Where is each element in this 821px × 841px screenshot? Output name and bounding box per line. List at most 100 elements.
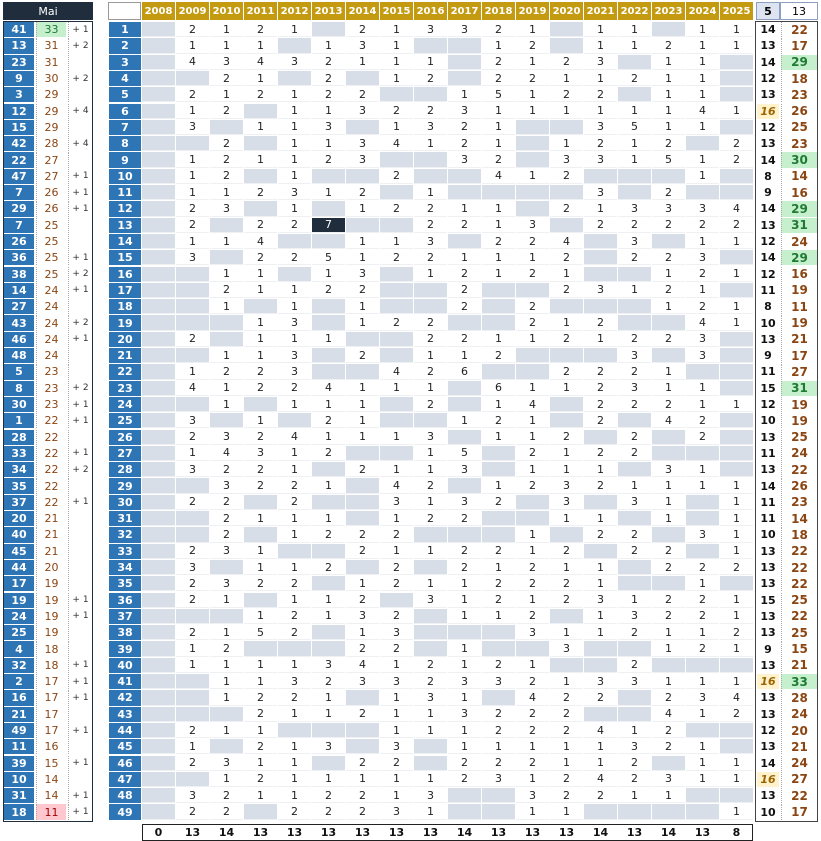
- empty-cell: [142, 674, 175, 690]
- value-cell: 4: [516, 396, 549, 413]
- empty-cell: [618, 690, 651, 706]
- row-number: 49: [109, 804, 141, 820]
- value-cell: 1: [380, 233, 413, 250]
- value-cell: 1: [210, 233, 243, 250]
- empty-cell: [550, 413, 583, 429]
- value-cell: 3: [414, 119, 447, 136]
- value-cell: 4: [312, 380, 345, 396]
- row-number: 7: [109, 119, 141, 136]
- value-cell: 2: [380, 103, 413, 119]
- empty-cell: [176, 608, 209, 625]
- value-cell: 1: [550, 462, 583, 478]
- footer-total: 13: [184, 825, 201, 839]
- value-cell: 4: [176, 380, 209, 396]
- empty-cell: [346, 445, 379, 462]
- value-cell: 3: [652, 462, 685, 478]
- value-cell: 2: [584, 315, 617, 331]
- empty-cell: [550, 348, 583, 364]
- value-cell: 3: [618, 233, 651, 250]
- value-cell: 1: [278, 788, 311, 804]
- value-cell: 1: [380, 511, 413, 527]
- empty-cell: [142, 136, 175, 152]
- value-cell: 1: [414, 576, 447, 592]
- left-rank-delta: + 2: [68, 266, 92, 282]
- stat-b: 20: [781, 722, 817, 739]
- value-cell: 2: [244, 364, 277, 380]
- empty-cell: [482, 641, 515, 657]
- stat-a: 9: [757, 641, 779, 657]
- empty-cell: [142, 788, 175, 804]
- left-rank-number: 15: [4, 119, 34, 136]
- value-cell: 1: [380, 657, 413, 673]
- left-rank-delta: + 4: [68, 103, 92, 119]
- empty-cell: [584, 429, 617, 445]
- empty-cell: [414, 625, 447, 641]
- left-rank-number: 48: [4, 348, 34, 364]
- empty-cell: [584, 657, 617, 673]
- value-cell: 2: [652, 592, 685, 608]
- left-rank-count: 22: [36, 462, 66, 478]
- value-cell: 3: [584, 592, 617, 608]
- empty-cell: [618, 559, 651, 576]
- value-cell: 1: [414, 348, 447, 364]
- left-rank-delta: [68, 217, 92, 233]
- stat-a: 15: [757, 592, 779, 608]
- empty-cell: [482, 185, 515, 201]
- value-cell: 2: [584, 690, 617, 706]
- value-cell: 1: [244, 413, 277, 429]
- left-rank-number: 26: [4, 233, 34, 250]
- value-cell: 3: [278, 54, 311, 70]
- value-cell: 1: [482, 38, 515, 54]
- empty-cell: [482, 315, 515, 331]
- empty-cell: [142, 331, 175, 347]
- empty-cell: [244, 136, 277, 152]
- year-header: 2011: [244, 2, 277, 20]
- value-cell: 3: [380, 674, 413, 690]
- stat-a: 14: [757, 478, 779, 494]
- empty-cell: [686, 804, 719, 820]
- left-rank-number: 27: [4, 299, 34, 315]
- row-number: 6: [109, 103, 141, 119]
- value-cell: 3: [278, 315, 311, 331]
- value-cell: 3: [652, 201, 685, 217]
- value-cell: 2: [380, 641, 413, 657]
- empty-cell: [312, 201, 345, 217]
- left-rank-delta: [68, 348, 92, 364]
- left-rank-delta: [68, 576, 92, 592]
- footer-total: 0: [154, 825, 163, 839]
- value-cell: 1: [652, 87, 685, 103]
- value-cell: 2: [516, 445, 549, 462]
- stat-b: 23: [781, 87, 817, 103]
- value-cell: 4: [210, 445, 243, 462]
- stat-b: 26: [781, 478, 817, 494]
- value-cell: 2: [278, 250, 311, 266]
- value-cell: 1: [482, 119, 515, 136]
- empty-cell: [618, 185, 651, 201]
- value-cell: 3: [550, 494, 583, 510]
- value-cell: 1: [380, 429, 413, 445]
- empty-cell: [720, 348, 753, 364]
- value-cell: 1: [346, 299, 379, 315]
- value-cell: 2: [312, 70, 345, 87]
- value-cell: 3: [618, 380, 651, 396]
- left-rank-delta: [68, 478, 92, 494]
- value-cell: 3: [550, 641, 583, 657]
- empty-cell: [346, 511, 379, 527]
- value-cell: 2: [346, 527, 379, 543]
- value-cell: 2: [584, 364, 617, 380]
- stat-b: 19: [781, 282, 817, 299]
- value-cell: 1: [482, 608, 515, 625]
- empty-cell: [210, 739, 243, 755]
- stat-a: 12: [757, 119, 779, 136]
- empty-cell: [210, 217, 243, 233]
- empty-cell: [414, 755, 447, 771]
- left-rank-count: 29: [36, 119, 66, 136]
- empty-cell: [584, 348, 617, 364]
- value-cell: 1: [516, 462, 549, 478]
- left-rank-number: 49: [4, 722, 34, 739]
- value-cell: 3: [686, 690, 719, 706]
- value-cell: 2: [550, 201, 583, 217]
- value-cell: 1: [278, 771, 311, 788]
- value-cell: 1: [244, 348, 277, 364]
- left-rank-number: 5: [4, 364, 34, 380]
